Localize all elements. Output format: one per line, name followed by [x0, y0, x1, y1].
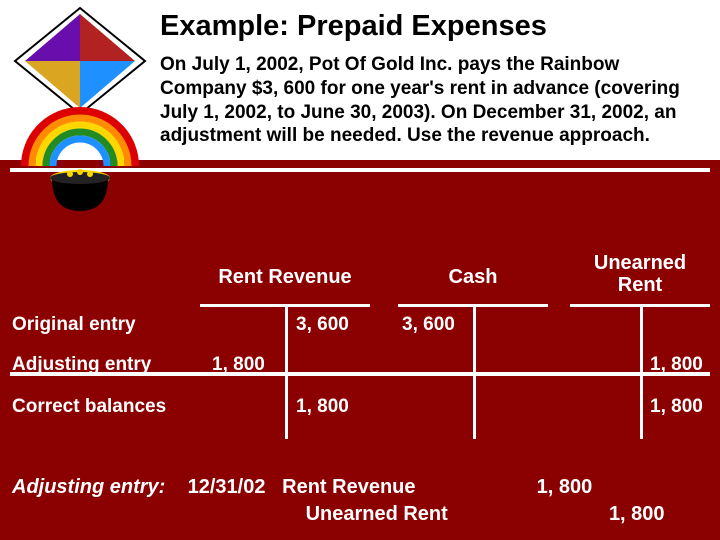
account-header-rent-revenue: Rent Revenue	[200, 266, 370, 289]
account-header-unearned-l1: Unearned	[594, 252, 686, 274]
val-orig-rr-credit: 3, 600	[296, 314, 349, 336]
val-bal-ur-credit: 1, 800	[650, 396, 703, 418]
footer-debit-amount: 1, 800	[537, 476, 593, 498]
val-orig-cash-debit: 3, 600	[402, 314, 455, 336]
val-adj-ur-credit: 1, 800	[650, 354, 703, 376]
footer-lead: Adjusting entry:	[12, 476, 165, 498]
footer-debit-account: Rent Revenue	[282, 476, 415, 498]
account-header-unearned-rent: Unearned Rent	[570, 252, 710, 296]
t-vert-2	[473, 304, 476, 439]
val-adj-rr-debit: 1, 800	[212, 354, 265, 376]
footer-credit-amount: 1, 800	[609, 503, 665, 525]
account-header-unearned-l2: Rent	[618, 274, 662, 296]
footer-credit-account: Unearned Rent	[306, 503, 448, 525]
t-account-area: Rent Revenue Cash Unearned Rent Original…	[0, 252, 720, 462]
account-header-cash: Cash	[398, 266, 548, 289]
row-label-original: Original entry	[12, 314, 136, 336]
row-label-correct: Correct balances	[12, 396, 166, 418]
t-vert-3	[640, 304, 643, 439]
footer-date: 12/31/02	[188, 476, 266, 498]
adjusting-entry-footer: Adjusting entry: 12/31/02 Rent Revenue 1…	[12, 474, 708, 528]
val-bal-rr-credit: 1, 800	[296, 396, 349, 418]
pot-of-gold-icon	[10, 6, 150, 216]
t-vert-1	[285, 304, 288, 439]
row-label-adjusting: Adjusting entry	[12, 354, 151, 376]
